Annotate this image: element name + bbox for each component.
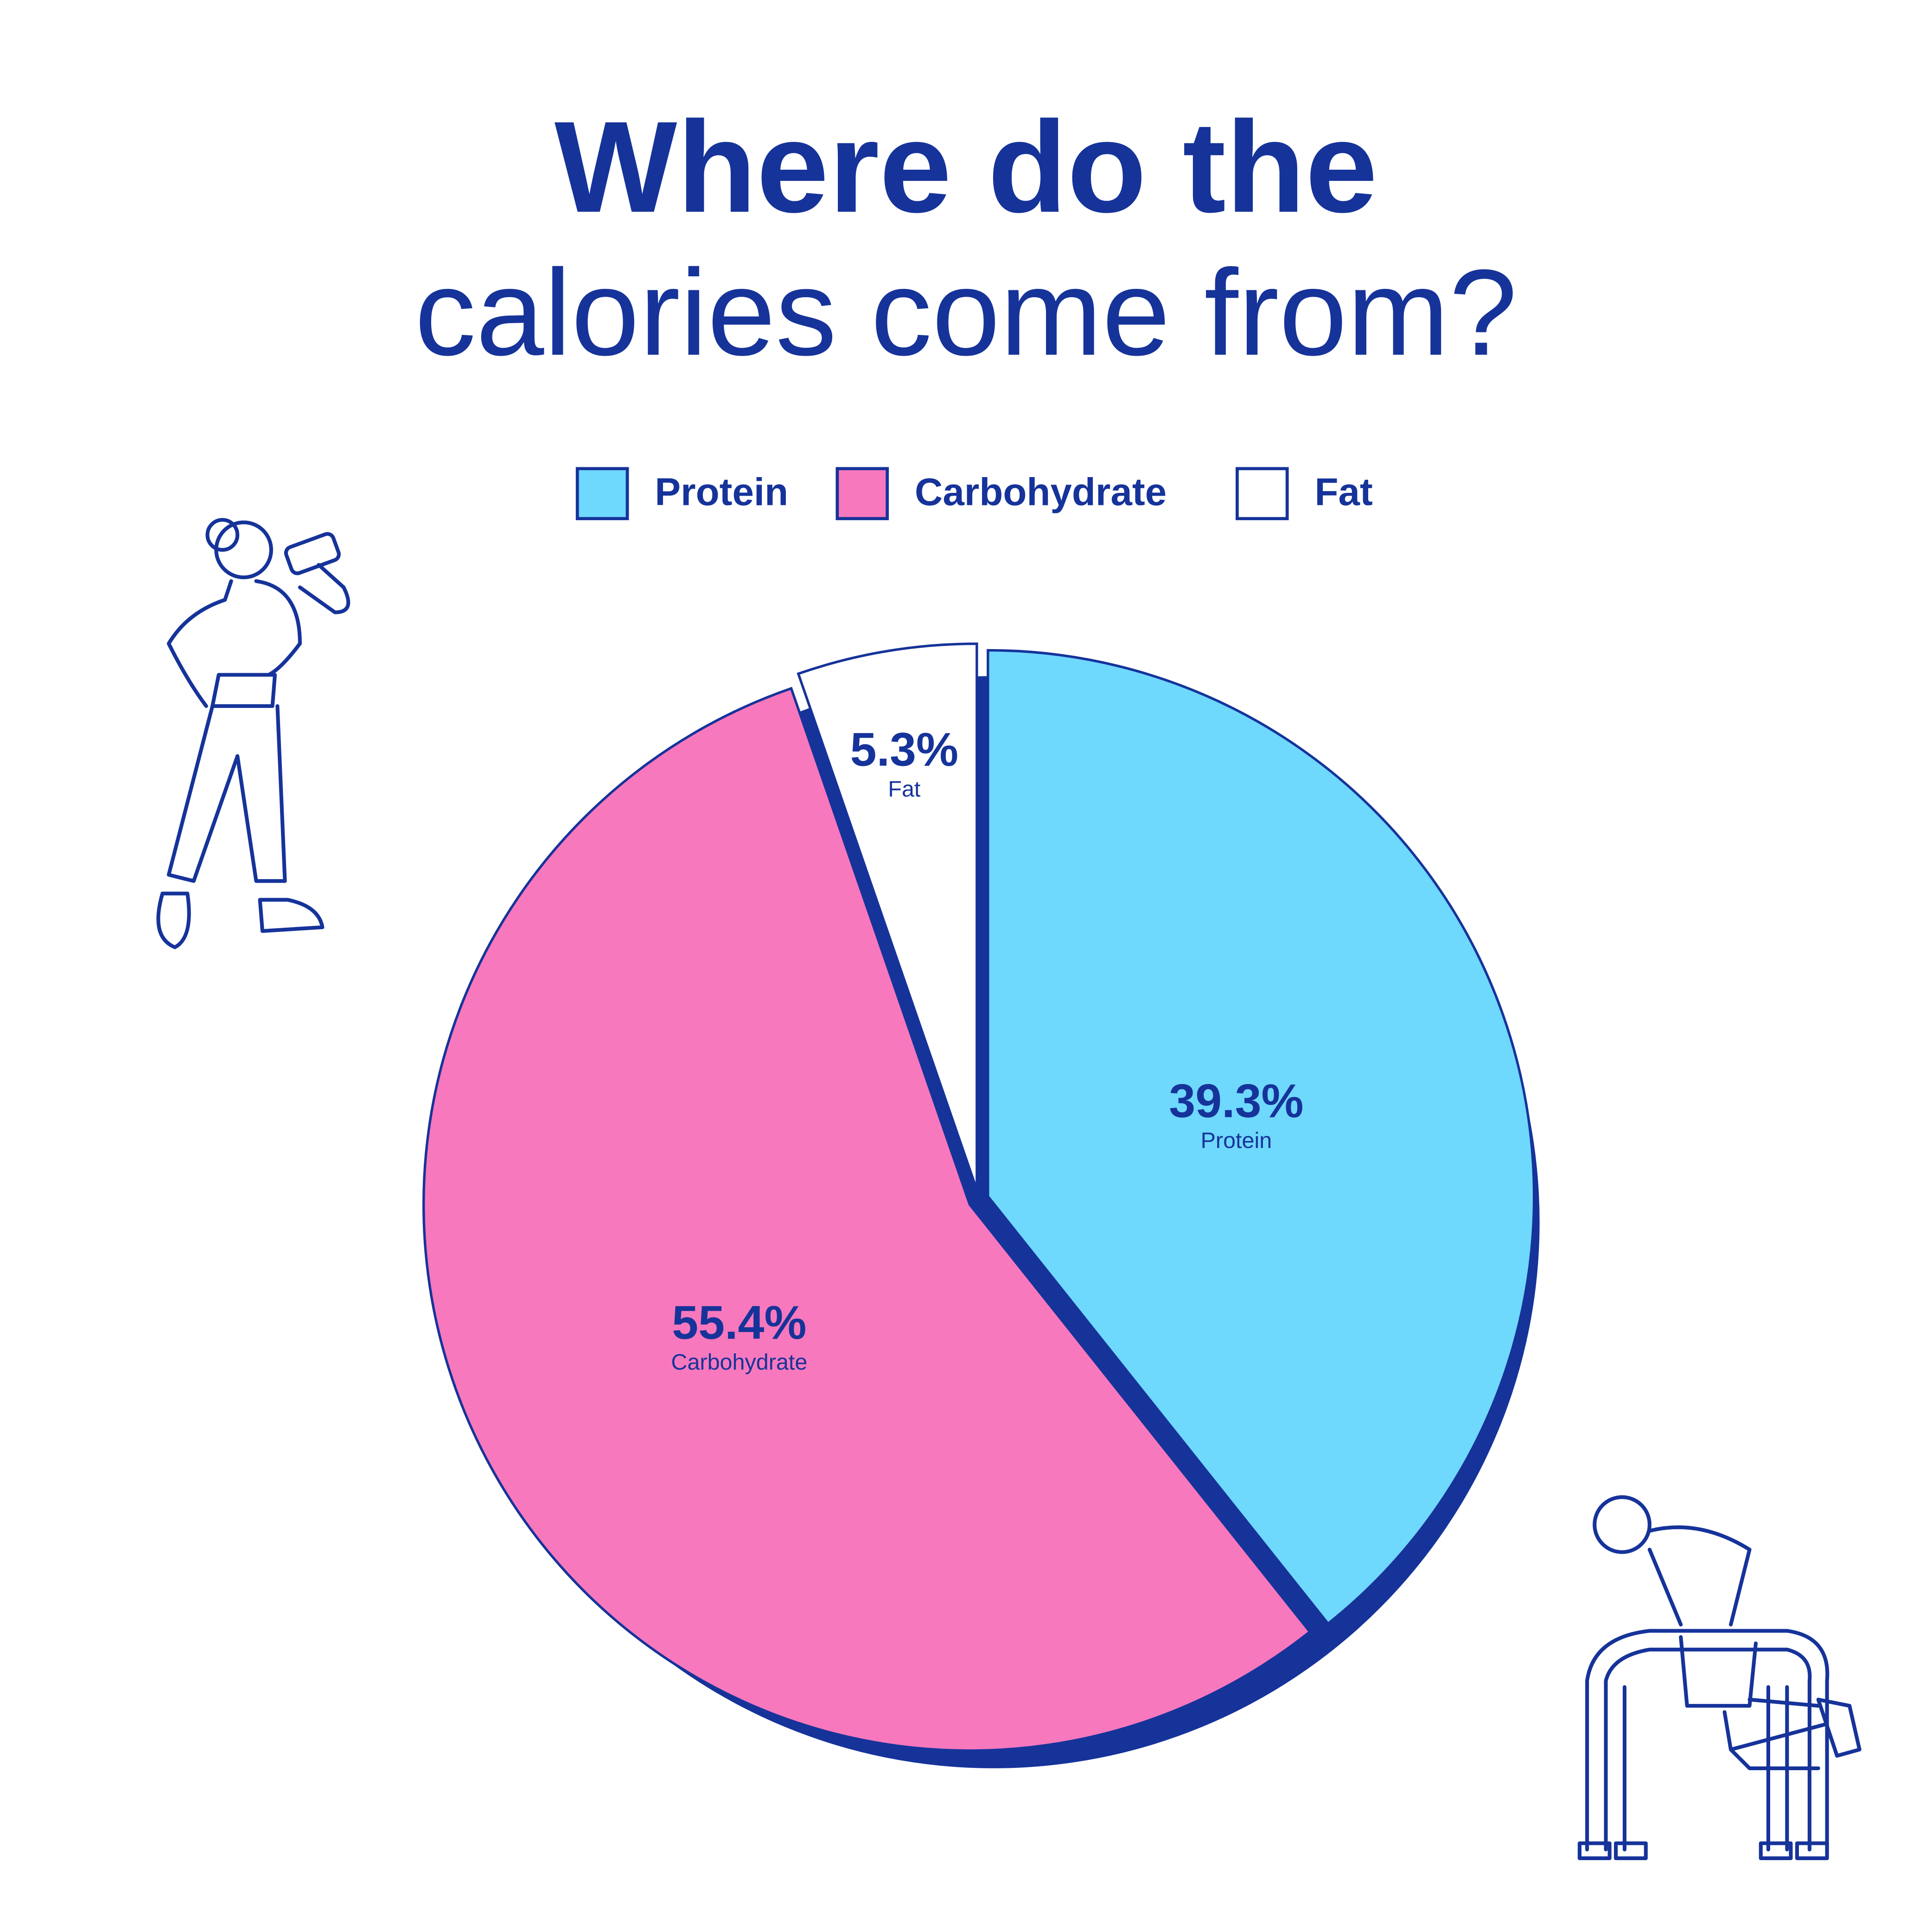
slice-value-label: 5.3% [850,722,958,776]
chart-title: Where do the [555,95,1377,240]
slice-category-label: Fat [888,777,921,802]
legend-swatch [835,467,889,520]
illustration-woman [156,518,351,950]
pie-slice [422,687,1312,1752]
pie: 39.3%Protein 55.4%Carbohydrate 5.3%Fat [422,642,1540,1768]
slice-category-label: Protein [1201,1128,1272,1153]
legend-label: Protein [655,470,788,513]
slice-category-label: Carbohydrate [671,1350,807,1375]
pie-slice [987,649,1536,1626]
pie-slice [797,642,978,1191]
legend-swatch [575,467,629,520]
legend-label: Carbohydrate [915,470,1167,513]
legend: Protein Carbohydrate Fat [575,467,1373,520]
slice-value-label: 55.4% [672,1296,806,1349]
chart-subtitle: calories come from? [414,244,1517,381]
legend-swatch [1236,467,1289,520]
legend-label: Fat [1315,470,1373,513]
illustration-man [1577,1495,1862,1861]
slice-value-label: 39.3% [1169,1074,1303,1128]
